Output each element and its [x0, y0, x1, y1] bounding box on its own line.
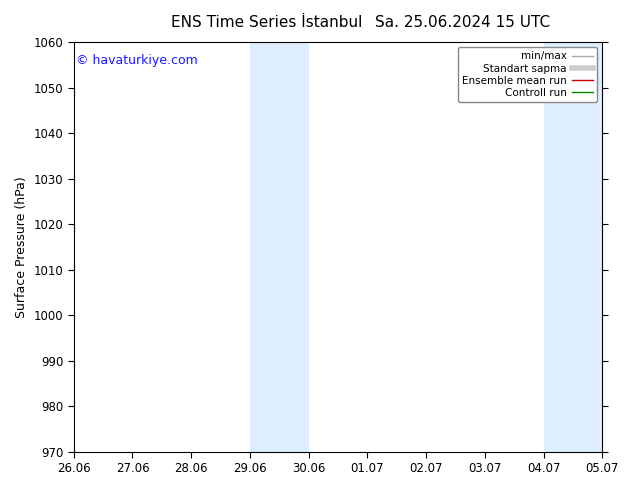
Bar — [543, 42, 573, 452]
Bar — [573, 42, 602, 452]
Y-axis label: Surface Pressure (hPa): Surface Pressure (hPa) — [15, 176, 28, 318]
Text: © havaturkiye.com: © havaturkiye.com — [76, 54, 198, 67]
Bar — [250, 42, 309, 452]
Text: ENS Time Series İstanbul: ENS Time Series İstanbul — [171, 15, 362, 30]
Legend: min/max, Standart sapma, Ensemble mean run, Controll run: min/max, Standart sapma, Ensemble mean r… — [458, 47, 597, 102]
Text: Sa. 25.06.2024 15 UTC: Sa. 25.06.2024 15 UTC — [375, 15, 550, 30]
